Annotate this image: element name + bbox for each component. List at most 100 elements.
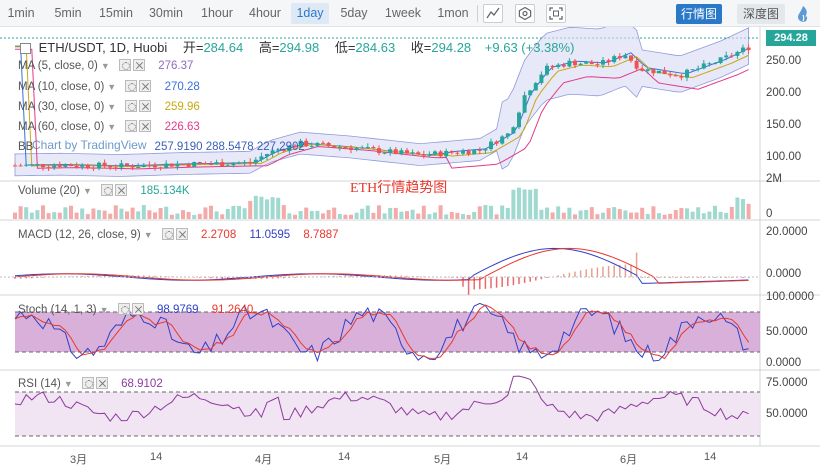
collapse-icon[interactable]	[20, 43, 31, 54]
volume-bar	[371, 212, 376, 219]
chart-area[interactable]: ETH/USDT, 1D, Huobi 开=284.64 高=294.98 低=…	[0, 27, 820, 474]
macd-settings-icon[interactable]	[161, 228, 174, 240]
candle-body	[724, 55, 729, 58]
timeframe-30min[interactable]: 30min	[148, 6, 184, 20]
rsi-line	[14, 375, 749, 423]
volume-bar	[119, 208, 124, 219]
stoch-axis-tick: 0.0000	[766, 357, 802, 369]
timeframe-1week[interactable]: 1week	[384, 6, 422, 20]
rsi-settings-icon[interactable]	[81, 377, 94, 389]
candle-body	[522, 95, 527, 113]
ma30-remove-icon[interactable]	[139, 100, 152, 112]
candle-body	[505, 133, 510, 137]
candle-body	[455, 152, 460, 154]
candle-body	[410, 152, 415, 154]
timeframe-1min[interactable]: 1min	[7, 6, 35, 20]
ma60-name: MA (60, close, 0)	[18, 121, 105, 133]
volume-bar	[29, 212, 34, 219]
stoch-d-value: 91.2640	[211, 304, 254, 316]
volume-bar	[494, 214, 499, 219]
candle-body	[259, 156, 264, 160]
candle-body	[119, 163, 124, 168]
volume-bar	[517, 187, 521, 219]
logo-icon	[794, 5, 812, 23]
volume-axis-tick: 0	[766, 208, 773, 220]
volume-bar	[225, 208, 230, 219]
candle-body	[136, 166, 141, 168]
candle-body	[539, 74, 544, 84]
open-label: 开=	[182, 40, 204, 55]
price-chart[interactable]	[0, 27, 820, 474]
ma60-remove-icon[interactable]	[139, 120, 152, 132]
timeframe-15min[interactable]: 15min	[98, 6, 134, 20]
volume-remove-icon[interactable]	[115, 184, 128, 196]
candle-body	[41, 164, 45, 168]
candle-body	[209, 163, 213, 165]
volume-bar	[489, 205, 493, 219]
candle-body	[444, 150, 449, 157]
timeframe-1hour[interactable]: 1hour	[201, 6, 233, 20]
candle-body	[332, 145, 337, 148]
rsi-remove-icon[interactable]	[95, 377, 108, 389]
volume-bar	[427, 214, 432, 219]
ohlc-legend: ETH/USDT, 1D, Huobi 开=284.64 高=294.98 低=…	[18, 39, 574, 57]
timeframe-5day[interactable]: 5day	[340, 6, 368, 20]
candle-body	[685, 69, 689, 78]
timeframe-1mon[interactable]: 1mon	[437, 6, 469, 20]
price-axis-tick: 200.00	[766, 87, 802, 99]
high-label: 高=	[258, 40, 280, 55]
ma5-settings-icon[interactable]	[119, 59, 132, 71]
stoch-remove-icon[interactable]	[131, 303, 144, 315]
candle-body	[365, 146, 370, 148]
volume-bar	[181, 210, 185, 219]
ma5-remove-icon[interactable]	[133, 59, 146, 71]
ma60-settings-icon[interactable]	[125, 120, 138, 132]
volume-settings-icon[interactable]	[101, 184, 114, 196]
macd-remove-icon[interactable]	[175, 228, 188, 240]
last-price-tag: 294.28	[766, 30, 816, 46]
candle-body	[545, 65, 549, 75]
candle-body	[321, 142, 325, 144]
ma10-settings-icon[interactable]	[125, 80, 138, 92]
volume-bar	[377, 205, 381, 219]
volume-bar	[662, 214, 667, 219]
timeframe-1day[interactable]: 1day	[291, 3, 329, 24]
ma30-settings-icon[interactable]	[125, 100, 138, 112]
stoch-settings-icon[interactable]	[117, 303, 130, 315]
volume-bar	[237, 206, 241, 219]
indicator-icon[interactable]	[483, 4, 503, 23]
candle-body	[248, 161, 253, 164]
candle-body	[461, 150, 465, 154]
settings-icon[interactable]	[515, 4, 535, 23]
timeframe-5min[interactable]: 5min	[54, 6, 82, 20]
volume-bar	[388, 207, 393, 219]
candle-body	[612, 56, 617, 63]
date-axis-tick: 14	[150, 451, 163, 463]
candle-body	[141, 164, 146, 167]
volume-bar	[483, 205, 488, 219]
date-axis-tick: 14	[516, 451, 529, 463]
candle-body	[629, 55, 633, 61]
ma10-remove-icon[interactable]	[139, 80, 152, 92]
depth-view-button[interactable]: 深度图	[737, 4, 785, 24]
volume-bar	[136, 211, 141, 219]
macd-line	[14, 247, 749, 284]
stoch-legend: Stoch (14, 1, 3) ▼ 98.9769 91.2640	[18, 301, 253, 319]
volume-bar	[561, 212, 566, 219]
toolbar-divider	[477, 5, 478, 22]
chart-view-button[interactable]: 行情图	[676, 4, 722, 24]
candle-body	[97, 162, 101, 169]
candle-body	[466, 150, 471, 155]
fullscreen-icon[interactable]	[546, 4, 566, 23]
volume-bar	[466, 214, 471, 219]
candle-body	[147, 164, 152, 166]
timeframe-4hour[interactable]: 4hour	[249, 6, 281, 20]
candle-body	[623, 55, 628, 59]
candle-body	[253, 159, 258, 164]
volume-bar	[220, 214, 225, 219]
candle-body	[214, 162, 219, 164]
volume-bar	[634, 212, 639, 219]
volume-bar	[293, 214, 297, 219]
volume-bar	[365, 205, 370, 219]
volume-bar	[113, 205, 118, 219]
